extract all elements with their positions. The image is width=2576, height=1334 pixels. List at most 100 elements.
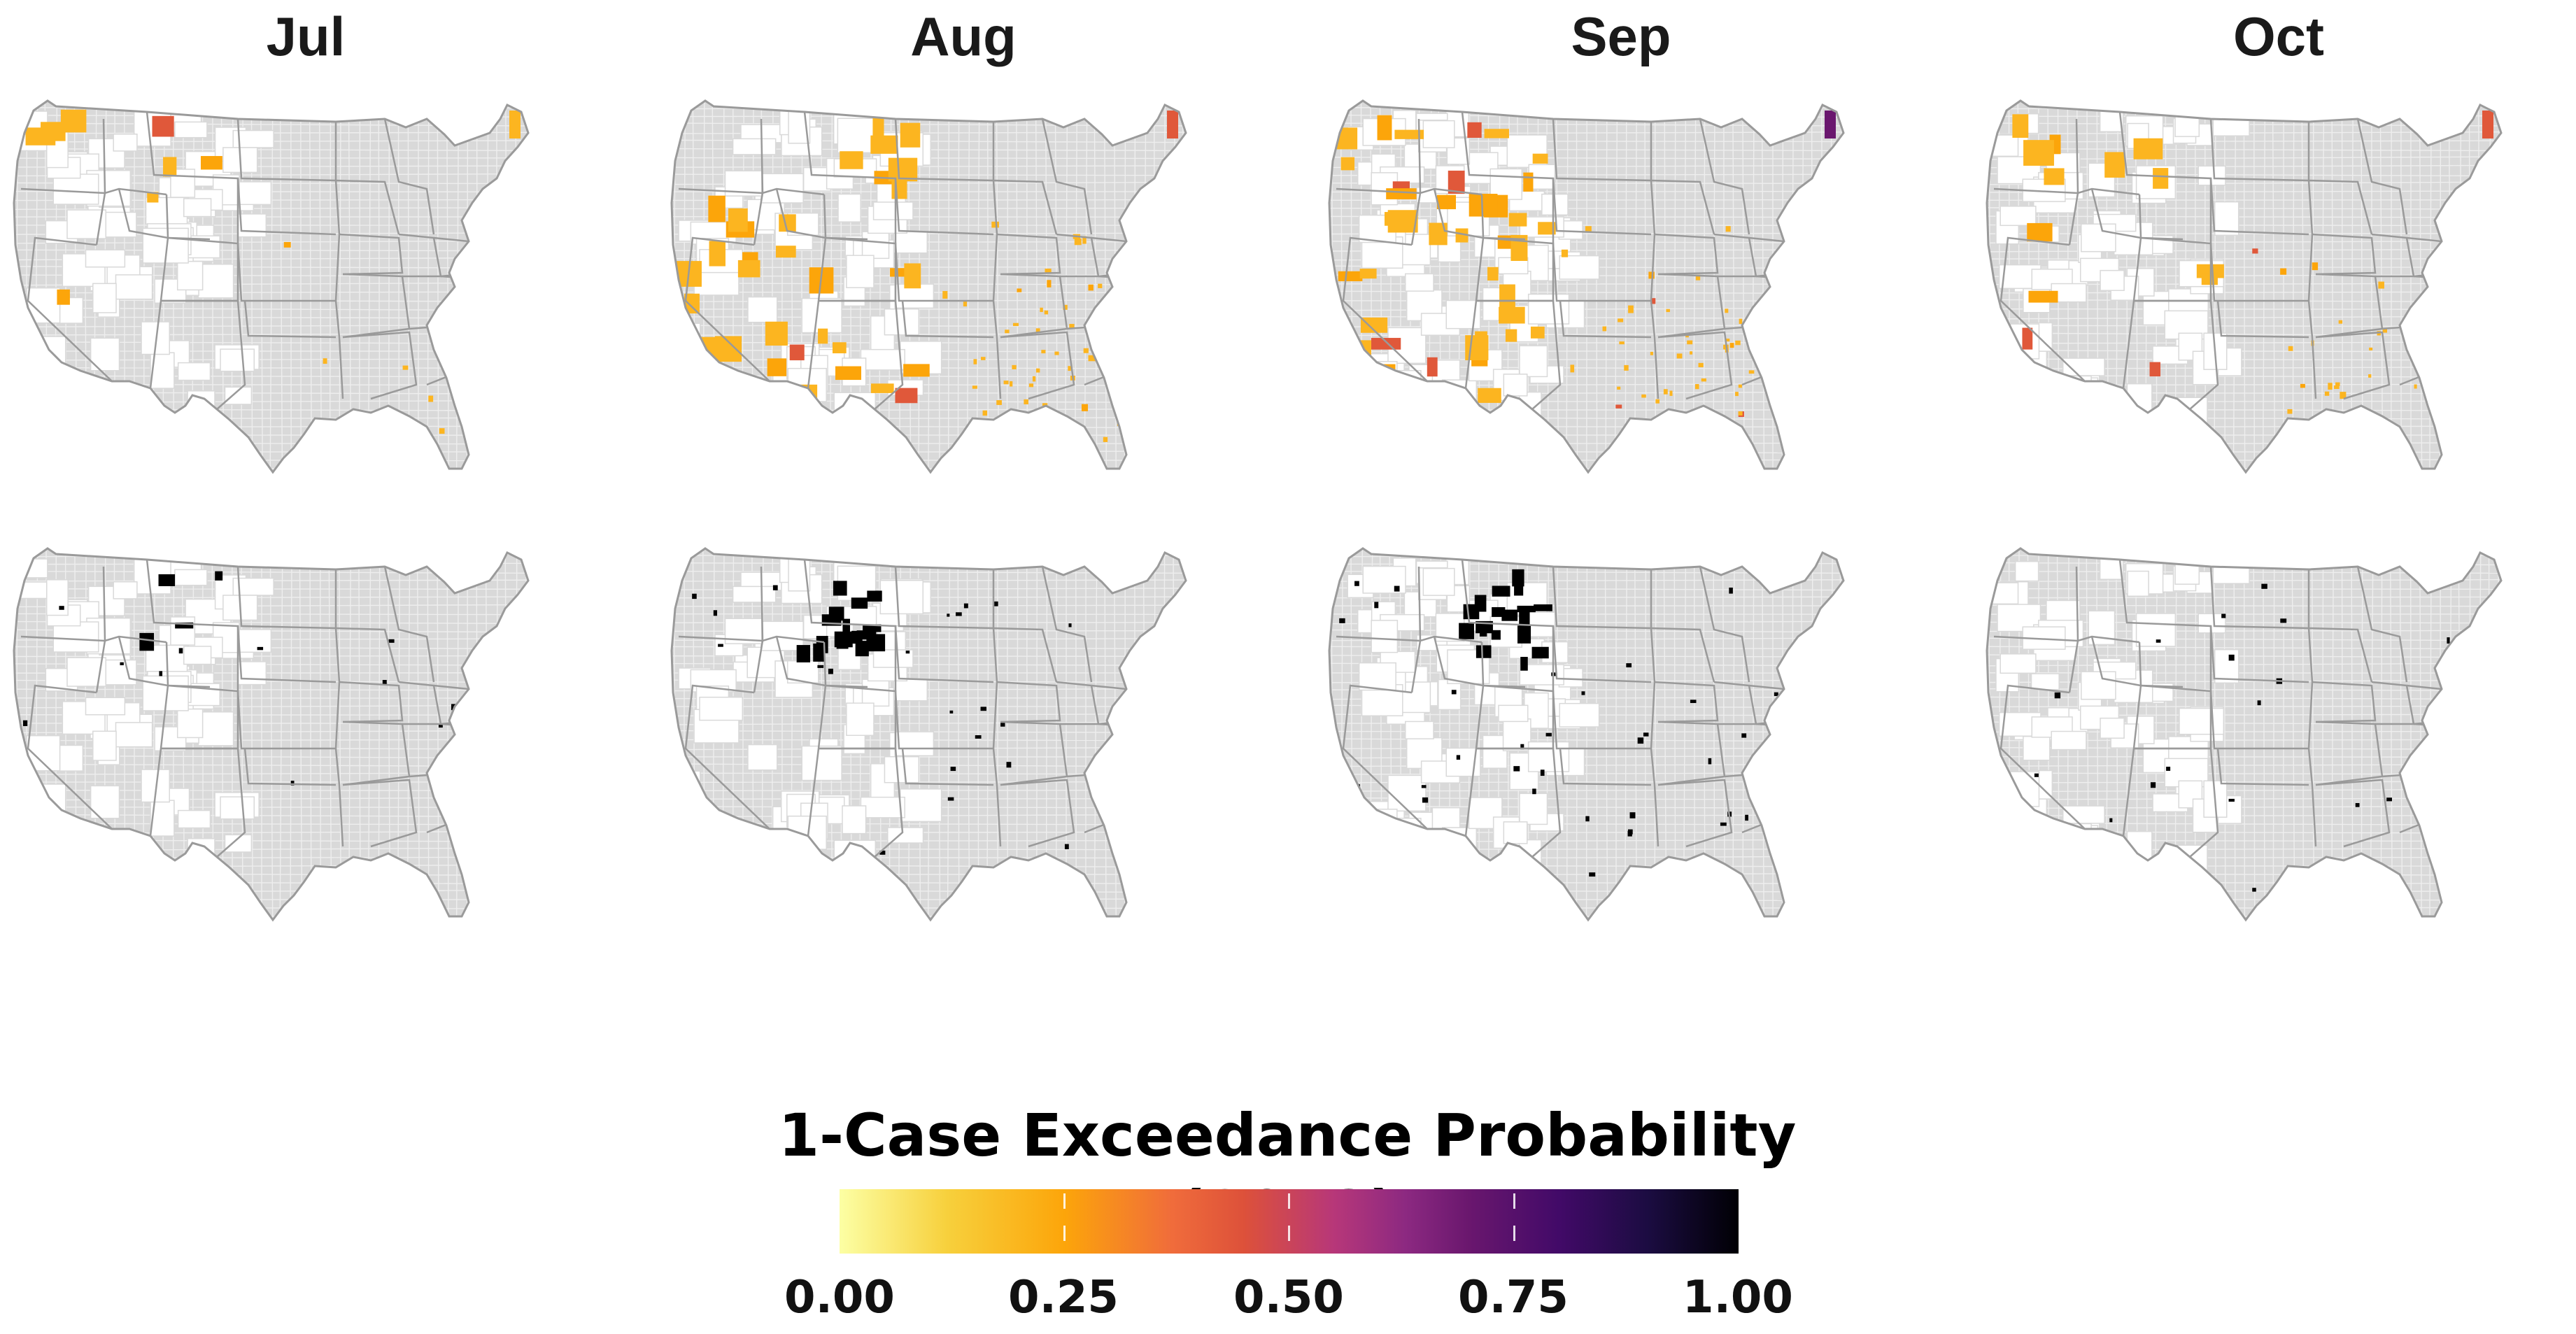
legend-tick-label-2: 0.50: [1233, 1272, 1344, 1324]
western-county: [900, 788, 942, 823]
state-border: [1476, 299, 1562, 410]
observed-county: [1589, 872, 1596, 877]
state-border: [2427, 320, 2475, 372]
state-border: [236, 566, 337, 630]
observed-county: [1628, 829, 1633, 835]
observed-county: [834, 631, 853, 648]
probability-county: [942, 291, 948, 299]
state-border: [2315, 331, 2391, 400]
western-county: [701, 390, 747, 418]
western-county: [220, 796, 255, 820]
state-border: [342, 273, 411, 339]
observed-county: [1690, 700, 1697, 703]
map-observed-aug: [665, 539, 1196, 930]
state-border: [1112, 768, 1159, 820]
state-border: [398, 681, 442, 725]
western-county: [2000, 206, 2037, 227]
probability-county: [1755, 340, 1758, 344]
colorbar-tick-025-top: [1063, 1193, 1066, 1209]
probability-county: [700, 336, 722, 362]
probability-county: [1751, 343, 1756, 349]
probability-county: [775, 246, 796, 258]
state-border: [1650, 627, 1715, 683]
probability-county: [2334, 385, 2340, 390]
observed-county: [718, 644, 723, 647]
probability-county: [1785, 357, 1790, 364]
probability-county: [1729, 343, 1734, 348]
western-county: [237, 661, 267, 686]
western-county: [2212, 109, 2250, 136]
state-border: [1552, 118, 1652, 182]
probability-county: [2133, 138, 2163, 159]
us-county-map: [13, 99, 530, 474]
state-border: [243, 748, 337, 786]
observed-county: [855, 641, 869, 657]
national-border: [1986, 547, 2503, 922]
probability-county: [991, 221, 999, 228]
observed-county: [1006, 762, 1012, 768]
probability-county: [352, 427, 358, 431]
probability-county: [980, 357, 986, 360]
observed-county: [1441, 834, 1448, 840]
observed-county: [2034, 773, 2039, 777]
western-county: [1405, 721, 1434, 739]
state-border: [1056, 233, 1100, 278]
state-border: [2312, 681, 2377, 723]
probability-county: [1448, 170, 1465, 194]
probability-county: [684, 293, 700, 314]
western-county: [177, 362, 211, 381]
observed-county: [1581, 691, 1585, 695]
state-border: [1713, 681, 1757, 725]
western-county: [2044, 837, 2074, 856]
state-border: [1112, 320, 1159, 372]
probability-county: [1508, 213, 1527, 227]
western-county: [787, 815, 827, 850]
probability-county: [2027, 222, 2053, 242]
state-border: [1657, 331, 1733, 400]
state-border: [1336, 635, 1482, 644]
state-border: [236, 243, 336, 302]
western-county: [705, 397, 747, 418]
western-county: [1351, 809, 1398, 829]
probability-county: [1012, 322, 1019, 327]
western-county: [2014, 560, 2039, 582]
state-border: [334, 122, 344, 399]
western-county: [1358, 662, 1396, 691]
observed-county: [1520, 657, 1528, 671]
state-border: [146, 111, 239, 243]
probability-county: [1725, 339, 1730, 342]
observed-county: [1637, 737, 1644, 744]
probability-county: [840, 151, 863, 169]
observed-county: [2167, 853, 2174, 856]
observed-county: [905, 651, 910, 654]
state-border: [2308, 179, 2373, 235]
observed-county: [947, 797, 954, 801]
western-county: [187, 390, 215, 411]
probability-county: [2378, 281, 2384, 289]
observed-county: [796, 645, 810, 662]
state-border: [339, 681, 404, 723]
probability-county: [1082, 236, 1087, 244]
observed-county: [101, 835, 104, 839]
observed-county: [867, 590, 882, 602]
probability-county: [709, 241, 726, 267]
state-border: [894, 118, 994, 182]
western-county: [15, 833, 55, 869]
probability-county: [369, 431, 374, 437]
observed-county: [817, 665, 824, 668]
us-county-map: [670, 99, 1187, 474]
probability-county: [2252, 248, 2258, 254]
state-border: [2068, 566, 2079, 693]
western-county: [894, 731, 935, 757]
state-border: [2315, 779, 2391, 848]
state-border: [2000, 236, 2086, 382]
western-county: [2050, 840, 2093, 875]
state-border: [2118, 559, 2212, 691]
probability-county: [895, 388, 918, 404]
observed-county: [963, 603, 968, 609]
western-county: [747, 296, 778, 323]
western-county: [837, 193, 861, 222]
observed-county: [2261, 583, 2267, 589]
western-county: [699, 696, 743, 721]
western-county: [2044, 389, 2074, 408]
